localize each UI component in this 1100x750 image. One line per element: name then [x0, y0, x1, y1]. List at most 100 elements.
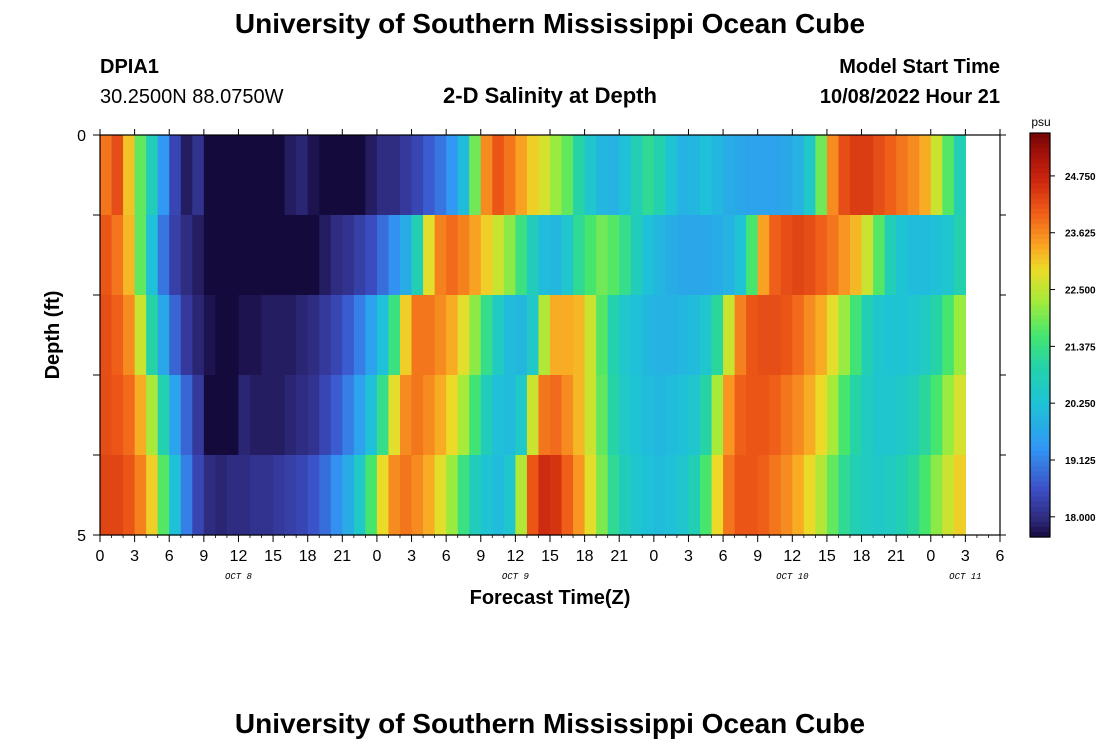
heatmap-cell — [642, 295, 655, 376]
x-tick-label: 15 — [541, 548, 559, 565]
heatmap-cell — [907, 135, 920, 216]
heatmap-cell — [734, 135, 747, 216]
heatmap-cell — [469, 375, 482, 456]
heatmap-cell — [365, 215, 378, 296]
heatmap-cell — [861, 455, 874, 536]
heatmap-cell — [919, 135, 932, 216]
heatmap-cell — [826, 135, 840, 216]
heatmap-cell — [780, 135, 793, 216]
heatmap-cell — [203, 375, 216, 456]
heatmap-cell — [480, 375, 493, 456]
heatmap-cell — [353, 375, 366, 456]
heatmap-cell — [319, 375, 332, 456]
heatmap-cell — [226, 135, 240, 216]
heatmap-cell — [573, 215, 586, 296]
heatmap-cell — [100, 295, 113, 376]
heatmap-cell — [861, 375, 874, 456]
heatmap-cell — [215, 455, 228, 536]
heatmap-cell — [676, 455, 690, 536]
colorbar-swatch — [1030, 259, 1050, 265]
heatmap-cell — [873, 295, 886, 376]
colorbar-swatch — [1030, 188, 1050, 195]
heatmap-cell — [353, 455, 366, 536]
heatmap-cell — [619, 135, 632, 216]
heatmap-cell — [238, 215, 251, 296]
heatmap-cell — [192, 375, 205, 456]
heatmap-cell — [746, 135, 759, 216]
heatmap-cell — [630, 135, 643, 216]
heatmap-cell — [296, 135, 309, 216]
heatmap-cell — [157, 215, 170, 296]
heatmap-cell — [550, 375, 563, 456]
heatmap-cell — [434, 135, 447, 216]
y-tick-label: 5 — [77, 528, 86, 545]
heatmap-cell — [607, 135, 620, 216]
heatmap-cell — [584, 295, 597, 376]
colorbar-swatch — [1030, 234, 1050, 240]
heatmap-cell — [123, 135, 136, 216]
heatmap-cell — [780, 375, 793, 456]
heatmap-cell — [423, 455, 436, 536]
colorbar-swatch — [1030, 360, 1050, 366]
colorbar-swatch — [1030, 173, 1050, 180]
heatmap-cell — [376, 375, 390, 456]
heatmap-cell — [619, 455, 632, 536]
heatmap-cell — [261, 295, 274, 376]
heatmap-cell — [342, 295, 355, 376]
heatmap-cell — [226, 375, 240, 456]
heatmap-cell — [469, 215, 482, 296]
x-tick-label: 3 — [130, 548, 139, 565]
heatmap-cell — [423, 215, 436, 296]
colorbar-swatch — [1030, 158, 1050, 164]
heatmap-cell — [653, 135, 666, 216]
heatmap-cell — [169, 375, 182, 456]
x-tick-label: 18 — [853, 548, 871, 565]
heatmap-cell — [261, 375, 274, 456]
heatmap-cell — [411, 295, 424, 376]
colorbar-swatch — [1030, 375, 1050, 382]
heatmap-cell — [953, 295, 966, 376]
heatmap-cell — [330, 295, 343, 376]
heatmap-cell — [850, 215, 863, 296]
x-tick-label: 9 — [476, 548, 485, 565]
heatmap-cell — [123, 375, 136, 456]
heatmap-cell — [215, 375, 228, 456]
heatmap-cell — [873, 135, 886, 216]
x-tick-label: 21 — [887, 548, 905, 565]
heatmap-cell — [226, 455, 240, 536]
heatmap-cell — [561, 375, 574, 456]
heatmap-cell — [907, 295, 920, 376]
page-title: University of Southern Mississippi Ocean… — [234, 8, 866, 39]
station-latlon: 30.2500N 88.0750W — [100, 86, 284, 108]
colorbar-swatch — [1030, 446, 1050, 452]
x-axis-label: Forecast Time(Z) — [470, 587, 631, 609]
heatmap-cell — [769, 215, 782, 296]
heatmap-cell — [734, 455, 747, 536]
colorbar-swatch — [1030, 531, 1050, 538]
heatmap-cell — [273, 455, 286, 536]
heatmap-cell — [376, 455, 390, 536]
heatmap-cell — [630, 215, 643, 296]
heatmap-cell — [388, 135, 401, 216]
colorbar-swatch — [1030, 511, 1050, 518]
heatmap-cell — [711, 455, 724, 536]
heatmap-cell — [169, 455, 182, 536]
heatmap-cell — [884, 135, 897, 216]
heatmap-cell — [296, 375, 309, 456]
heatmap-cell — [734, 295, 747, 376]
heatmap-cell — [353, 215, 366, 296]
heatmap-cell — [746, 455, 759, 536]
heatmap-cell — [376, 295, 390, 376]
colorbar-swatch — [1030, 430, 1050, 437]
heatmap-cell — [123, 215, 136, 296]
heatmap-cell — [919, 295, 932, 376]
heatmap-cell — [146, 215, 159, 296]
y-tick-label: 0 — [77, 128, 86, 145]
heatmap-cell — [792, 455, 805, 536]
heatmap-cell — [619, 295, 632, 376]
heatmap-cell — [884, 215, 897, 296]
heatmap-cell — [803, 455, 816, 536]
colorbar-swatch — [1030, 309, 1050, 316]
heatmap-cell — [273, 295, 286, 376]
colorbar-swatch — [1030, 198, 1050, 205]
